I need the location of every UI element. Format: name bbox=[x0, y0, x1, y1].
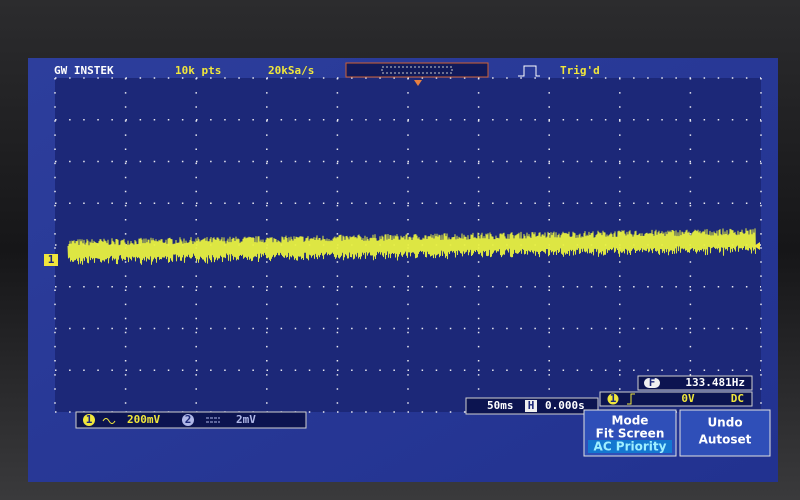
softkey-undo[interactable]: Undo Autoset bbox=[679, 409, 771, 457]
channel-1-number: 1 bbox=[86, 413, 93, 426]
trigger-level-marker bbox=[754, 242, 760, 250]
trigger-coupling: DC bbox=[731, 392, 744, 405]
memory-window bbox=[381, 66, 453, 74]
horizontal-icon bbox=[525, 400, 537, 412]
memory-bar bbox=[345, 62, 489, 78]
ground-marker bbox=[44, 254, 58, 266]
softkey-frame[interactable] bbox=[679, 409, 771, 457]
trigger-position bbox=[414, 80, 422, 86]
softkey-label: Undo bbox=[707, 416, 742, 430]
edge-icon bbox=[518, 65, 540, 77]
timebase-scale: 50ms bbox=[487, 399, 514, 412]
softkey-label: Mode bbox=[612, 414, 649, 428]
ac-coupling-icon bbox=[102, 418, 116, 424]
frequency-value: 133.481Hz bbox=[685, 376, 745, 389]
sample-rate: 20kSa/s bbox=[268, 64, 314, 77]
softkey-selection bbox=[588, 440, 672, 453]
frequency-box bbox=[637, 375, 753, 391]
frequency-icon-label: F bbox=[649, 376, 656, 389]
channel-1-scale: 200mV bbox=[127, 413, 160, 426]
brand: GW INSTEK bbox=[54, 64, 114, 77]
waveform bbox=[67, 228, 756, 265]
ground-marker-label: 1 bbox=[48, 253, 55, 266]
trigger-status: Trig'd bbox=[560, 64, 600, 77]
trigger-source: 1 bbox=[610, 392, 617, 405]
dc-coupling-icon bbox=[206, 417, 220, 423]
channel-1-icon bbox=[83, 414, 95, 426]
softkey-label: Autoset bbox=[699, 433, 752, 447]
timebase-position: 0.000s bbox=[545, 399, 585, 412]
frequency-icon bbox=[644, 378, 660, 388]
trigger-source-icon bbox=[607, 393, 619, 405]
softkey-label: Fit Screen bbox=[596, 427, 665, 441]
record-length: 10k pts bbox=[175, 64, 221, 77]
horizontal-icon-label: H bbox=[528, 399, 535, 412]
noise-trace bbox=[67, 228, 756, 265]
slope-icon bbox=[627, 393, 635, 405]
channel-2-icon bbox=[182, 414, 194, 426]
channel-2-number: 2 bbox=[185, 413, 192, 426]
softkey-mode[interactable]: Mode Fit Screen AC Priority bbox=[583, 409, 677, 457]
trigger-level: 0V bbox=[681, 392, 695, 405]
softkey-label: AC Priority bbox=[594, 440, 667, 454]
channel-2-scale: 2mV bbox=[236, 413, 256, 426]
trigger-box bbox=[599, 391, 753, 407]
